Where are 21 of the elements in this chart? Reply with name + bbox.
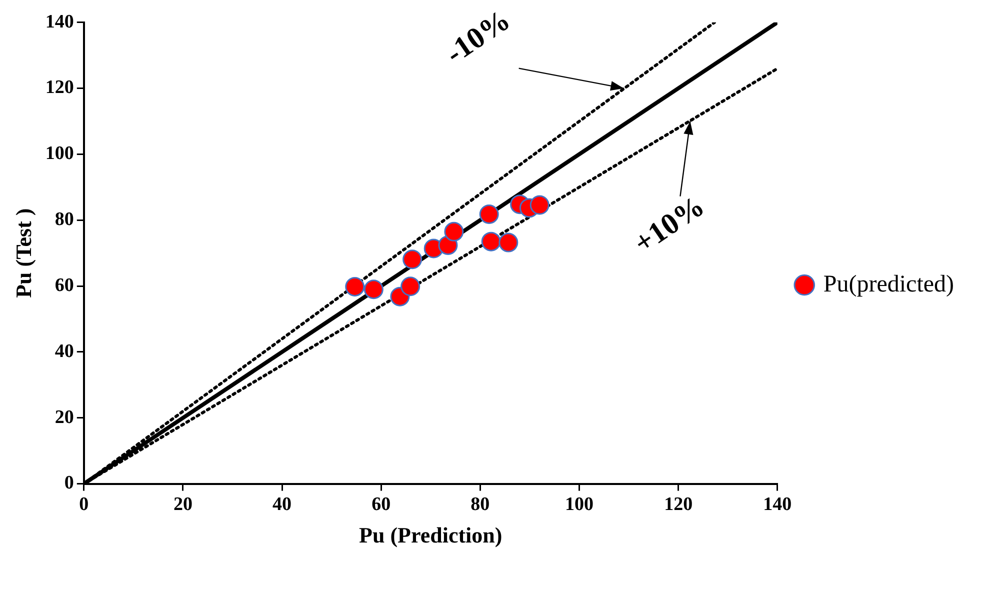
x-tick-label: 140 [763,494,792,516]
y-tick-label: 80 [54,209,74,230]
y-tick-label: 20 [54,406,74,428]
annotation: -10% [440,4,516,70]
annotation: +10% [628,189,710,260]
y-tick-label: 0 [64,472,74,494]
y-tick-label: 60 [54,274,74,296]
x-tick-label: 0 [79,494,89,516]
x-tick-label: 40 [272,494,292,516]
y-tick-label: 100 [45,143,74,164]
y-tick-label: 40 [54,340,74,362]
legend-label: Pu(predicted) [823,271,954,298]
x-axis-title: Pu (Prediction) [359,522,502,548]
x-tick-label: 120 [664,494,693,516]
y-tick-label: 140 [45,11,74,32]
y-axis-title: Pu (Test ) [10,208,36,298]
x-tick-label: 100 [564,494,594,516]
x-tick-label: 80 [470,494,490,516]
x-tick-label: 20 [173,494,192,516]
y-tick-label: 120 [45,77,74,98]
x-tick-label: 60 [372,494,391,516]
